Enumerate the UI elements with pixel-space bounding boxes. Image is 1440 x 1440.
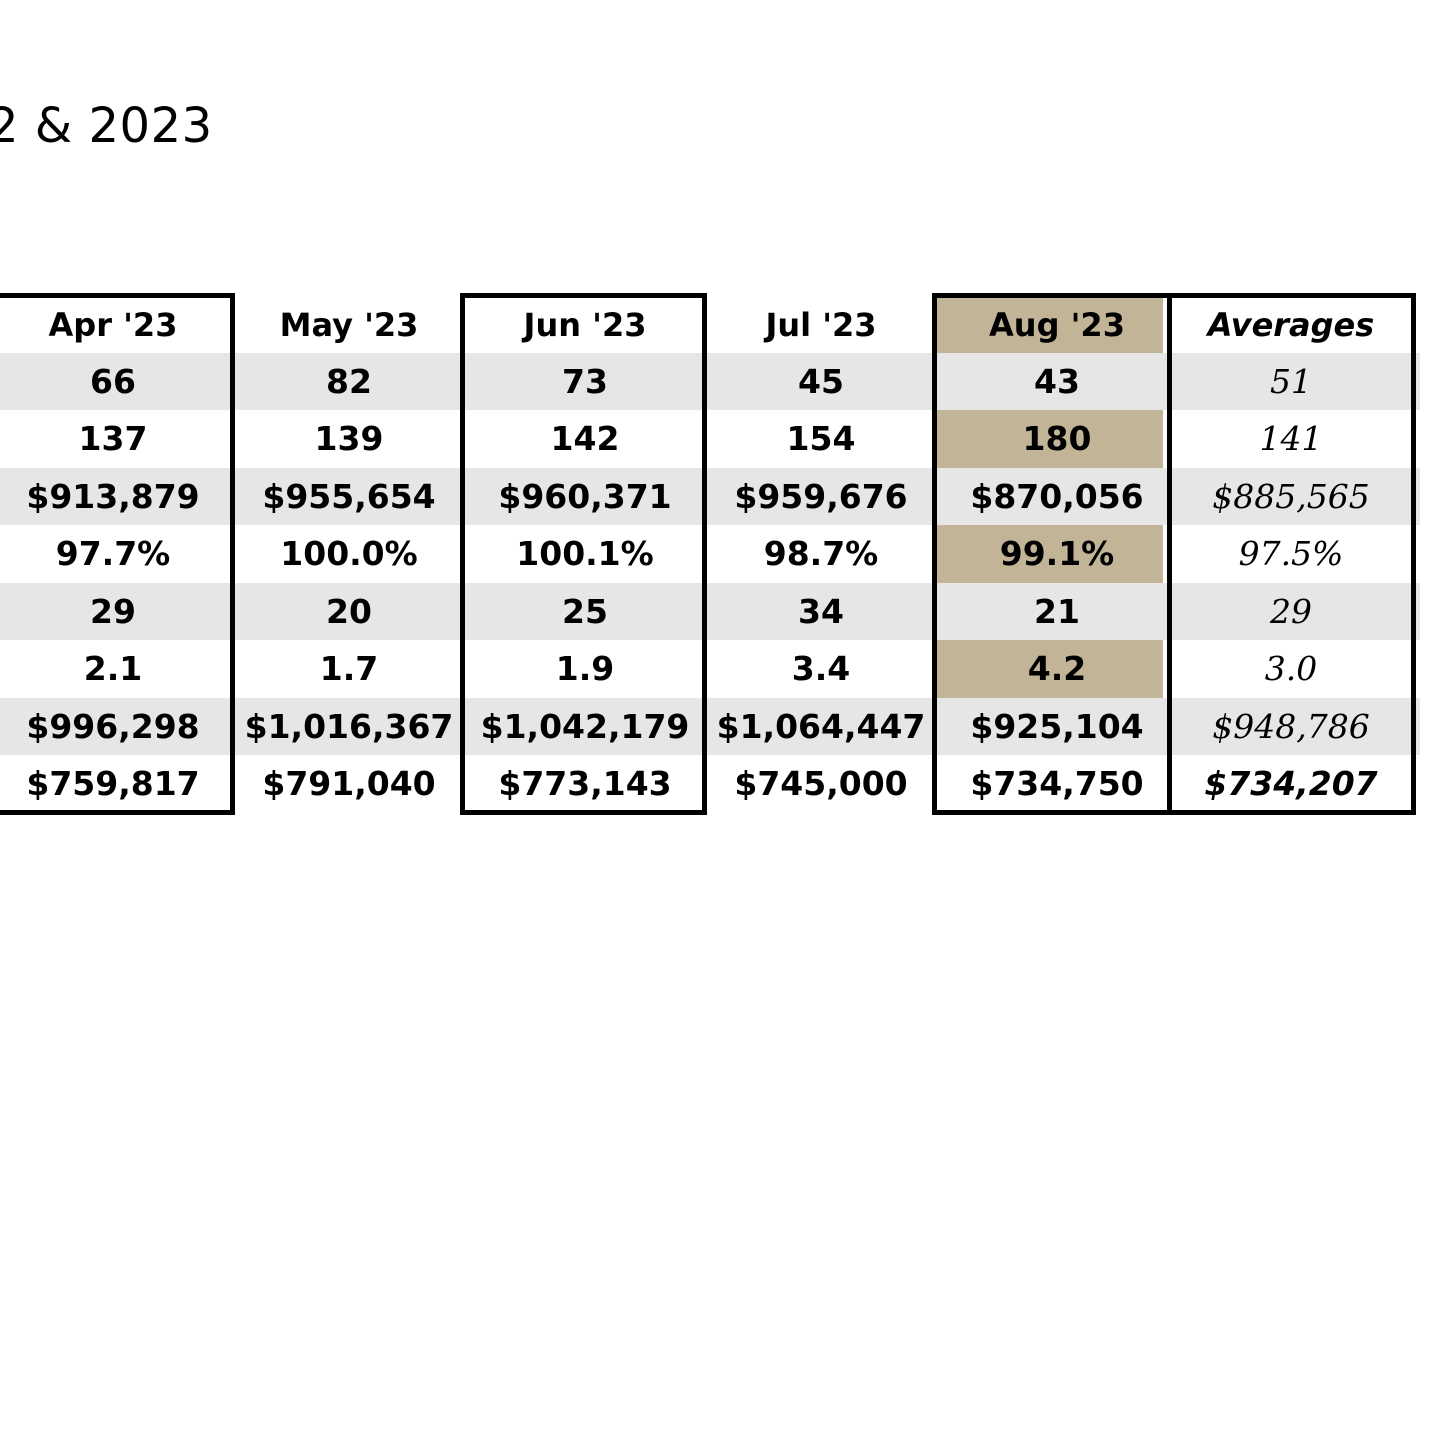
table-cell: 141 (1259, 419, 1323, 458)
table-cell: 2.1 (83, 649, 143, 688)
aug-highlight-cell (937, 582, 1163, 640)
table-cell: 25 (562, 591, 608, 631)
aug-highlight-cell (937, 755, 1163, 813)
column-header: Apr '23 (48, 306, 178, 344)
table-cell: $734,750 (970, 764, 1144, 803)
table-cell: 21 (1034, 591, 1080, 631)
stats-table: Apr '23 66 137 $913,879 97.7% 29 2.1 $996,298 $7… (0, 293, 1420, 825)
aug-highlight-cell (937, 640, 1163, 698)
table-cell: 180 (1022, 419, 1092, 458)
table-cell: 3.0 (1264, 649, 1318, 688)
table-cell: 29 (1270, 591, 1312, 631)
table-cell: 43 (1034, 361, 1080, 401)
aug-highlight-cell (937, 467, 1163, 525)
table-cell: $734,207 (1204, 764, 1378, 803)
table-cell: $1,016,367 (244, 706, 454, 746)
table-cell: 97.5% (1238, 534, 1344, 573)
aug-highlight-cell (937, 525, 1163, 583)
table-cell: 139 (314, 419, 384, 458)
column-header: Jul '23 (765, 306, 877, 344)
aug-highlight-cell (937, 352, 1163, 410)
table-cell: $1,042,179 (480, 706, 690, 746)
page-title: 2 & 2023 (0, 98, 213, 154)
column-header: May '23 (279, 306, 419, 344)
table-cell: $791,040 (262, 764, 436, 803)
aug-highlight-cell (937, 697, 1163, 755)
row-shade-band (0, 697, 1420, 755)
row-shade-band (0, 582, 1420, 640)
table-cell: 154 (786, 419, 856, 458)
column-header: Aug '23 (989, 306, 1125, 344)
table-cell: $948,786 (1212, 706, 1370, 746)
table-cell: 29 (90, 591, 136, 631)
table-cell: 97.7% (55, 534, 171, 573)
table-cell: $925,104 (970, 706, 1144, 746)
table-cell: 142 (550, 419, 620, 458)
column-header: Jun '23 (523, 306, 647, 344)
column-header: Averages (1207, 306, 1375, 344)
table-cell: $955,654 (262, 476, 436, 516)
table-cell: 99.1% (999, 534, 1115, 573)
table-cell: 3.4 (791, 649, 851, 688)
aug-highlight-cell (937, 295, 1163, 353)
table-cell: $960,371 (498, 476, 672, 516)
table-cell: $996,298 (26, 706, 200, 746)
table-cell: $759,817 (26, 764, 200, 803)
table-cell: $959,676 (734, 476, 908, 516)
table-cell: 34 (798, 591, 844, 631)
row-shade-band (0, 467, 1420, 525)
table-cell: $1,064,447 (716, 706, 926, 746)
table-cell: 82 (326, 361, 372, 401)
table-cell: 66 (90, 361, 136, 401)
table-cell: $885,565 (1212, 476, 1370, 516)
aug-highlight-cell (937, 410, 1163, 468)
table-cell: 137 (78, 419, 148, 458)
table-cell: 4.2 (1027, 649, 1087, 688)
table-cell: 1.9 (555, 649, 615, 688)
table-cell: 100.0% (280, 534, 418, 573)
table-cell: 100.1% (516, 534, 654, 573)
table-cell: $913,879 (26, 476, 200, 516)
row-shade-band (0, 352, 1420, 410)
table-cell: 1.7 (319, 649, 379, 688)
table-cell: 45 (798, 361, 844, 401)
table-cell: $745,000 (734, 764, 908, 803)
table-cell: $870,056 (970, 476, 1144, 516)
table-cell: 20 (326, 591, 372, 631)
table-cell: 98.7% (763, 534, 879, 573)
table-cell: 51 (1270, 361, 1312, 401)
table-cell: $773,143 (498, 764, 672, 803)
table-cell: 73 (562, 361, 608, 401)
